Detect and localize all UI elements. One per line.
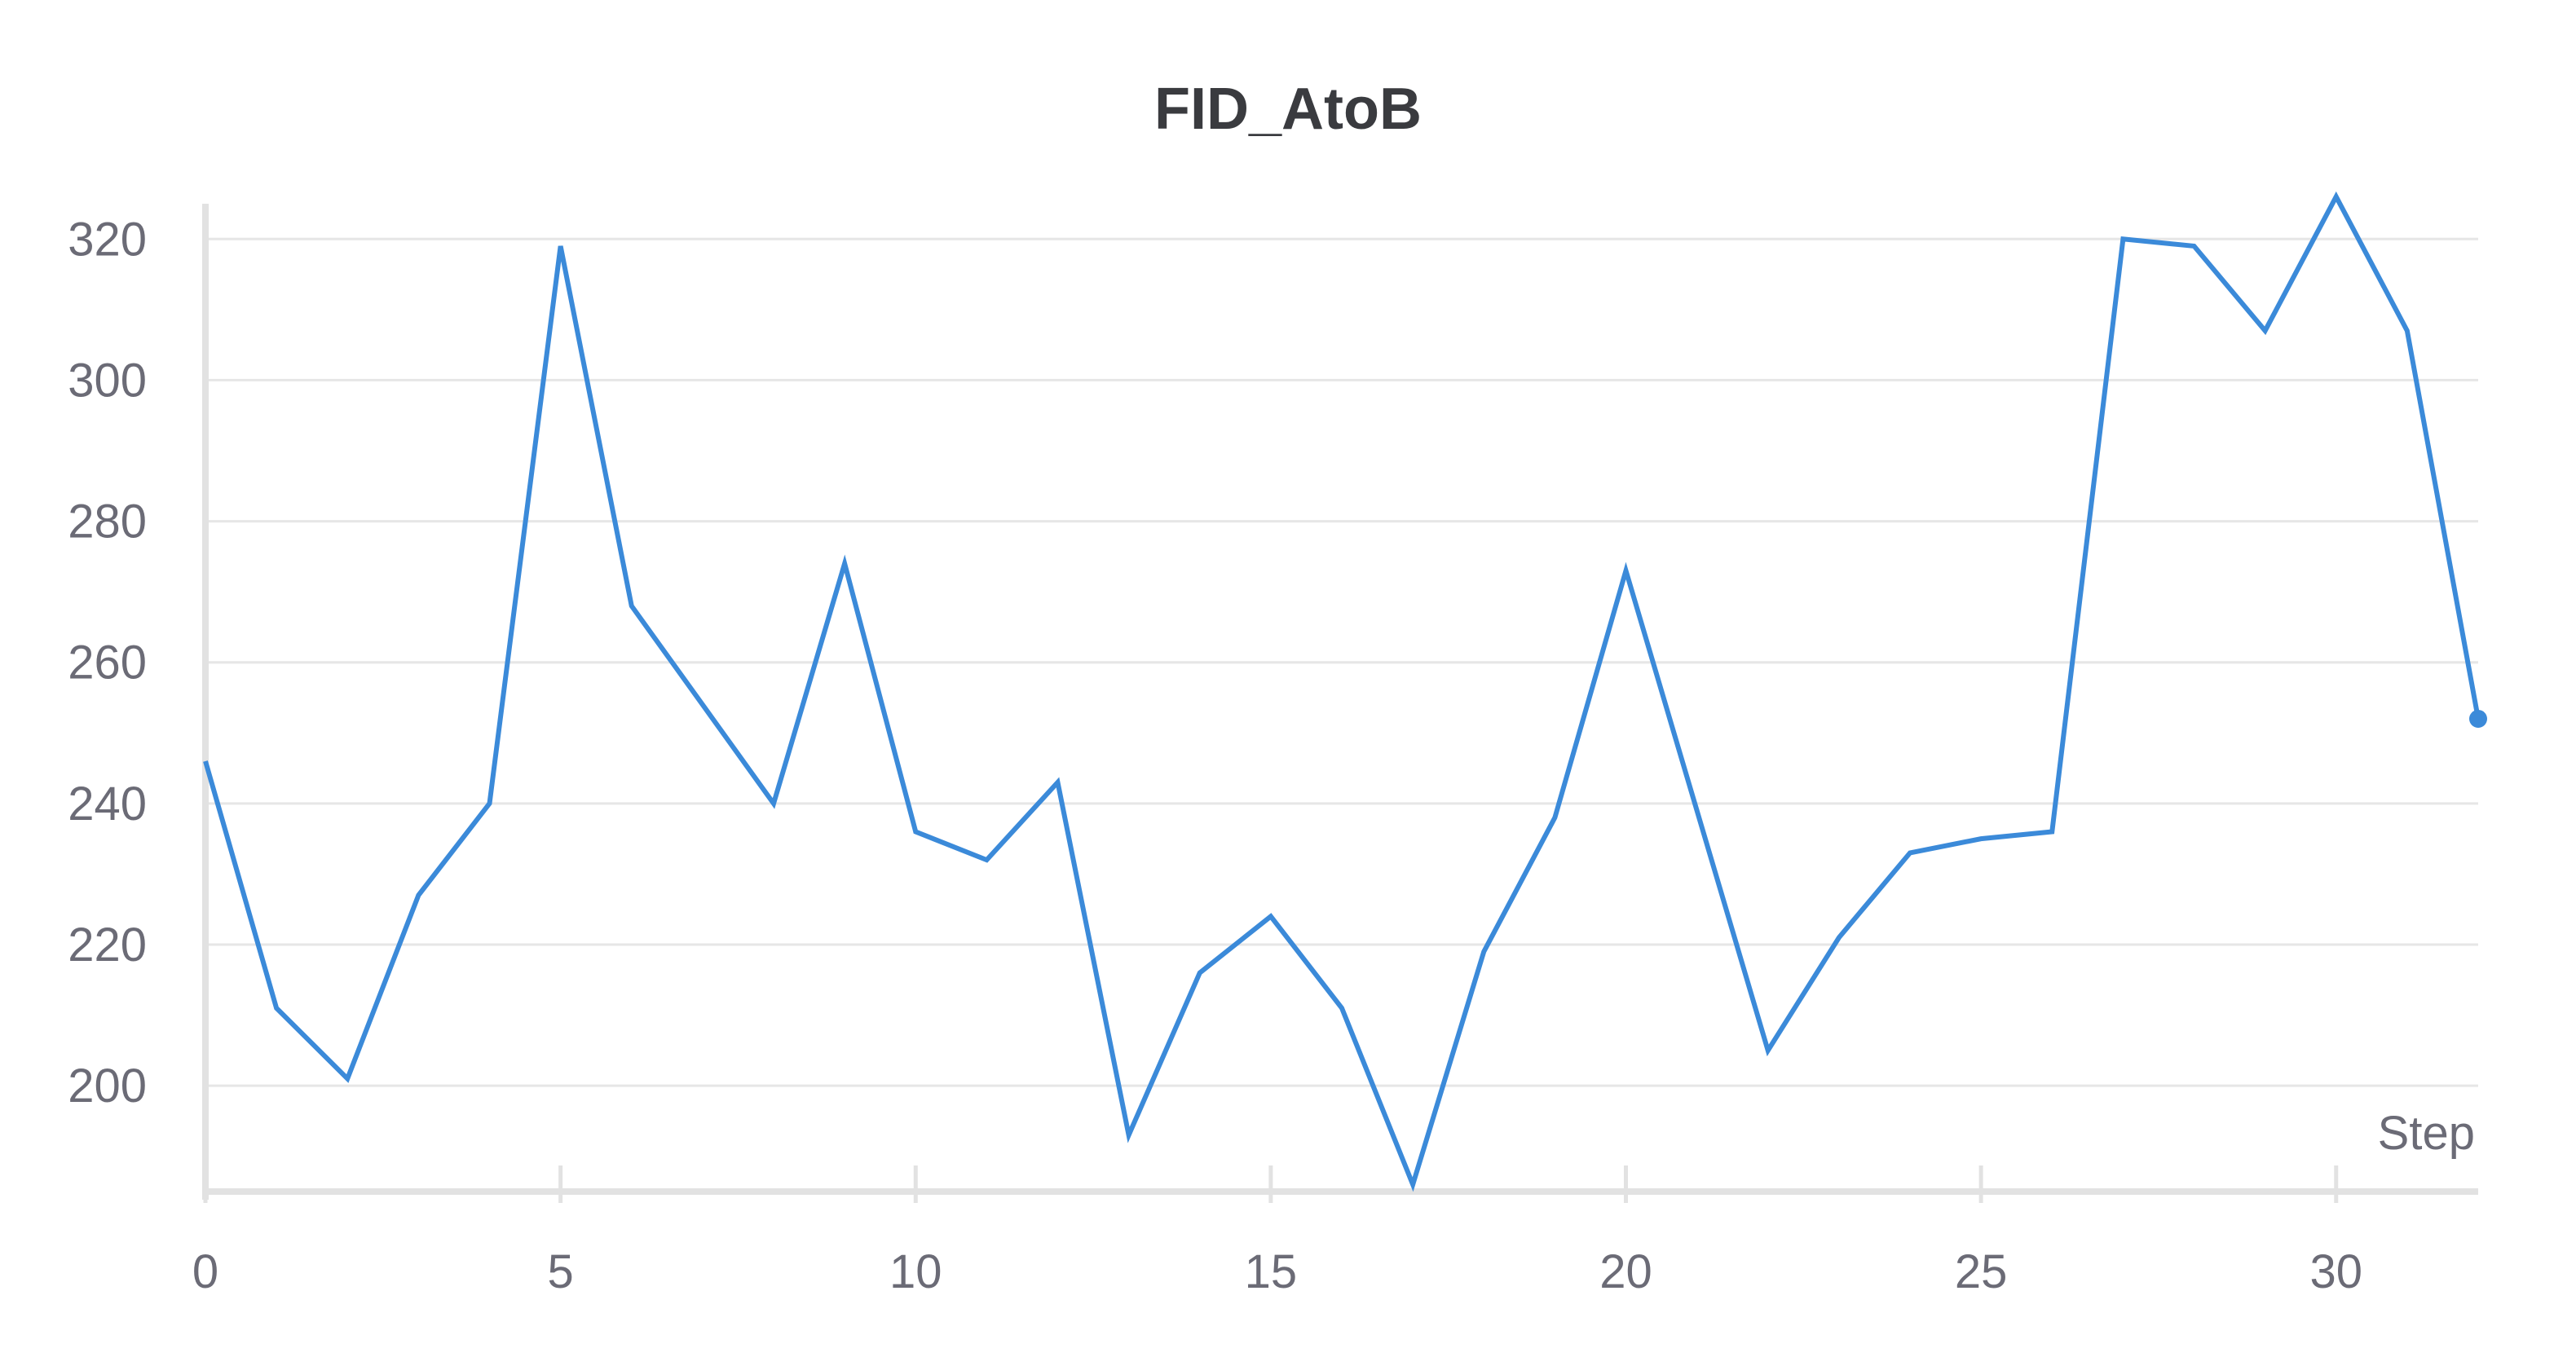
x-tick-label: 10: [889, 1245, 942, 1298]
x-tick-label: 15: [1245, 1245, 1298, 1298]
x-tick-label: 0: [192, 1245, 218, 1298]
x-tick-label: 30: [2309, 1245, 2362, 1298]
x-tick-label: 5: [547, 1245, 573, 1298]
y-axis-ticks: 200 220 240 260 280 300 320: [68, 213, 147, 1112]
y-tick-label: 240: [68, 778, 147, 831]
series-layer: [203, 191, 2487, 1192]
y-tick-label: 320: [68, 213, 147, 266]
series-last-point: [2469, 709, 2487, 728]
x-tick-label: 25: [1955, 1245, 2008, 1298]
series-line-0: [203, 191, 2481, 1192]
x-tick-label: 20: [1599, 1245, 1652, 1298]
x-axis-ticks: 0 5 10 15 20 25 30: [192, 1165, 2362, 1298]
y-tick-label: 280: [68, 496, 147, 549]
y-tick-label: 260: [68, 637, 147, 690]
y-tick-label: 200: [68, 1060, 147, 1112]
y-tick-label: 220: [68, 919, 147, 971]
grid-lines: [205, 237, 2478, 1087]
axes: [202, 204, 2478, 1200]
x-axis-label: Step: [2378, 1107, 2475, 1160]
y-tick-label: 300: [68, 354, 147, 407]
chart-title: FID_AtoB: [1154, 77, 1422, 142]
